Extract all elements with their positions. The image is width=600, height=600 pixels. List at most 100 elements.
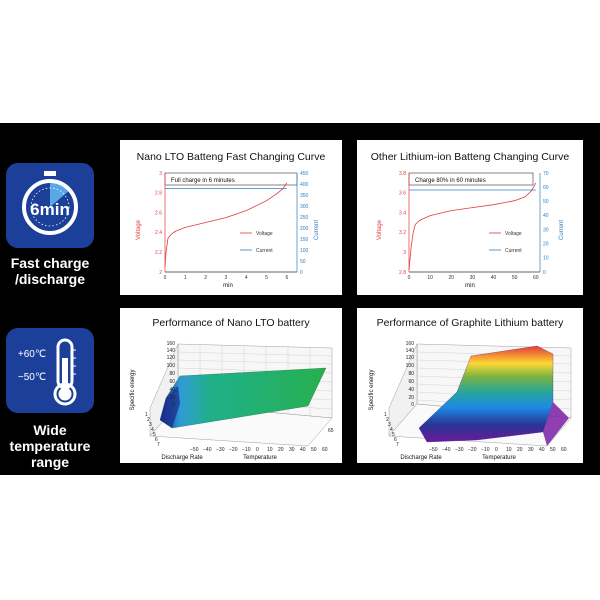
fast-charge-icon-box: 6min — [6, 163, 94, 248]
li-ion-charge-panel: Other Lithium-ion Batteng Changing Curve… — [357, 140, 583, 295]
graphite-surface-chart: Performance of Graphite Lithium battery … — [369, 317, 572, 461]
temp-tick: 40 — [300, 447, 306, 453]
x-tick-label: 50 — [512, 275, 518, 281]
z-tick: 160 — [406, 341, 415, 347]
cold-temp-label: −50℃ — [18, 372, 46, 383]
y-tick-label: 2.6 — [155, 210, 162, 216]
side-label: 65 — [328, 428, 334, 434]
y2-tick-label: 0 — [543, 270, 546, 276]
z-tick: 160 — [167, 341, 176, 347]
y2-tick-label: 40 — [543, 213, 549, 219]
y-axis-label: Voltage — [136, 219, 142, 240]
x-tick-label: 30 — [470, 275, 476, 281]
temp-tick: −20 — [229, 447, 238, 453]
x-tick-label: 10 — [427, 275, 433, 281]
temp-tick: −30 — [455, 447, 464, 453]
y-tick-label: 2 — [159, 270, 162, 276]
temp-tick: 0 — [495, 447, 498, 453]
x-tick-label: 3 — [225, 275, 228, 281]
chart-series — [164, 182, 288, 268]
rate-tick: 7 — [157, 442, 160, 448]
z-tick: 40 — [169, 387, 175, 393]
x-tick-label: 20 — [448, 275, 454, 281]
nano-lto-performance-panel: Performance of Nano LTO battery 0 20 40 … — [120, 308, 342, 463]
temp-axis-label: Temperature — [482, 455, 516, 461]
rate-axis-label: Discharge Rate — [161, 455, 203, 461]
fast-charge-caption: Fast charge /discharge — [0, 255, 100, 287]
legend-current-label: Current — [505, 248, 522, 254]
z-tick: 20 — [408, 395, 414, 401]
y2-tick-label: 50 — [300, 259, 306, 265]
graphite-performance-panel: Performance of Graphite Lithium battery … — [357, 308, 583, 463]
z-tick: 120 — [167, 355, 176, 361]
chart-title: Performance of Nano LTO battery — [152, 317, 310, 329]
rate-tick-labels: 1 2 3 4 5 6 7 — [145, 412, 160, 448]
chart-series — [408, 182, 537, 271]
temperature-caption-line2: temperature — [9, 438, 91, 454]
z-tick: 100 — [406, 363, 415, 369]
y-tick-label: 3.2 — [399, 230, 406, 236]
y2-tick-label: 300 — [300, 204, 309, 210]
temp-tick: 10 — [267, 447, 273, 453]
temp-tick: 20 — [517, 447, 523, 453]
y-tick-label: 3 — [159, 171, 162, 177]
nano-lto-charge-panel: Nano LTO Batteng Fast Changing Curve Ful… — [120, 140, 342, 295]
temp-tick: −40 — [442, 447, 451, 453]
y2-tick-label: 450 — [300, 171, 309, 177]
x-tick-label: 40 — [491, 275, 497, 281]
y2-tick-label: 200 — [300, 226, 309, 232]
y-tick-label: 3.8 — [399, 171, 406, 177]
series-line-voltage — [164, 182, 288, 268]
x-axis-label: min — [465, 283, 475, 289]
temp-tick: 60 — [322, 447, 328, 453]
temp-tick: −10 — [481, 447, 490, 453]
rate-tick: 1 — [145, 412, 148, 418]
x-tick-label: 6 — [285, 275, 288, 281]
y2-tick-label: 60 — [543, 185, 549, 191]
thermometer-icon: +60℃ −50℃ — [18, 338, 77, 406]
temp-tick: −20 — [468, 447, 477, 453]
stopwatch-icon: 6min — [22, 171, 78, 235]
rate-tick-labels: 1 2 3 4 5 6 7 — [384, 412, 399, 448]
temp-tick: 0 — [256, 447, 259, 453]
nano-lto-charge-chart: Nano LTO Batteng Fast Changing Curve Ful… — [136, 151, 326, 289]
temp-tick: 60 — [561, 447, 567, 453]
z-tick-labels: 0 20 40 60 80 100 120 140 160 — [406, 341, 415, 408]
temperature-caption-line3: range — [30, 454, 70, 470]
y-tick-label: 3 — [403, 250, 406, 256]
energy-surface — [418, 345, 554, 443]
y2-tick-label: 10 — [543, 256, 549, 262]
y2-axis-label: Current — [314, 220, 320, 240]
legend-current-label: Current — [256, 248, 273, 254]
temp-tick: 30 — [528, 447, 534, 453]
rate-tick: 4 — [151, 427, 154, 433]
x-axis-label: min — [223, 283, 233, 289]
z-tick: 60 — [408, 379, 414, 385]
rate-tick: 5 — [153, 432, 156, 438]
y-tick-label: 2.2 — [155, 250, 162, 256]
y2-tick-label: 150 — [300, 237, 309, 243]
y2-tick-label: 400 — [300, 182, 309, 188]
rate-tick: 2 — [386, 417, 389, 423]
z-tick: 0 — [172, 402, 175, 408]
temp-tick: −50 — [190, 447, 199, 453]
z-tick: 20 — [169, 395, 175, 401]
y2-tick-label: 30 — [543, 227, 549, 233]
temp-axis-label: Temperature — [243, 455, 277, 461]
rate-tick: 3 — [388, 422, 391, 428]
temp-tick: 40 — [539, 447, 545, 453]
rate-tick: 1 — [384, 412, 387, 418]
z-tick: 140 — [167, 348, 176, 354]
y2-tick-label: 70 — [543, 171, 549, 177]
rate-tick: 4 — [390, 427, 393, 433]
nano-lto-surface-chart: Performance of Nano LTO battery 0 20 40 … — [130, 317, 334, 461]
rate-tick: 5 — [392, 432, 395, 438]
y2-axis-label: Current — [559, 220, 565, 240]
rate-tick: 2 — [147, 417, 150, 423]
x-tick-label: 1 — [184, 275, 187, 281]
z-tick: 80 — [408, 371, 414, 377]
y2-tick-label: 100 — [300, 248, 309, 254]
series-line-voltage — [408, 182, 537, 271]
temp-tick: −40 — [203, 447, 212, 453]
temperature-caption-line1: Wide — [33, 422, 67, 438]
